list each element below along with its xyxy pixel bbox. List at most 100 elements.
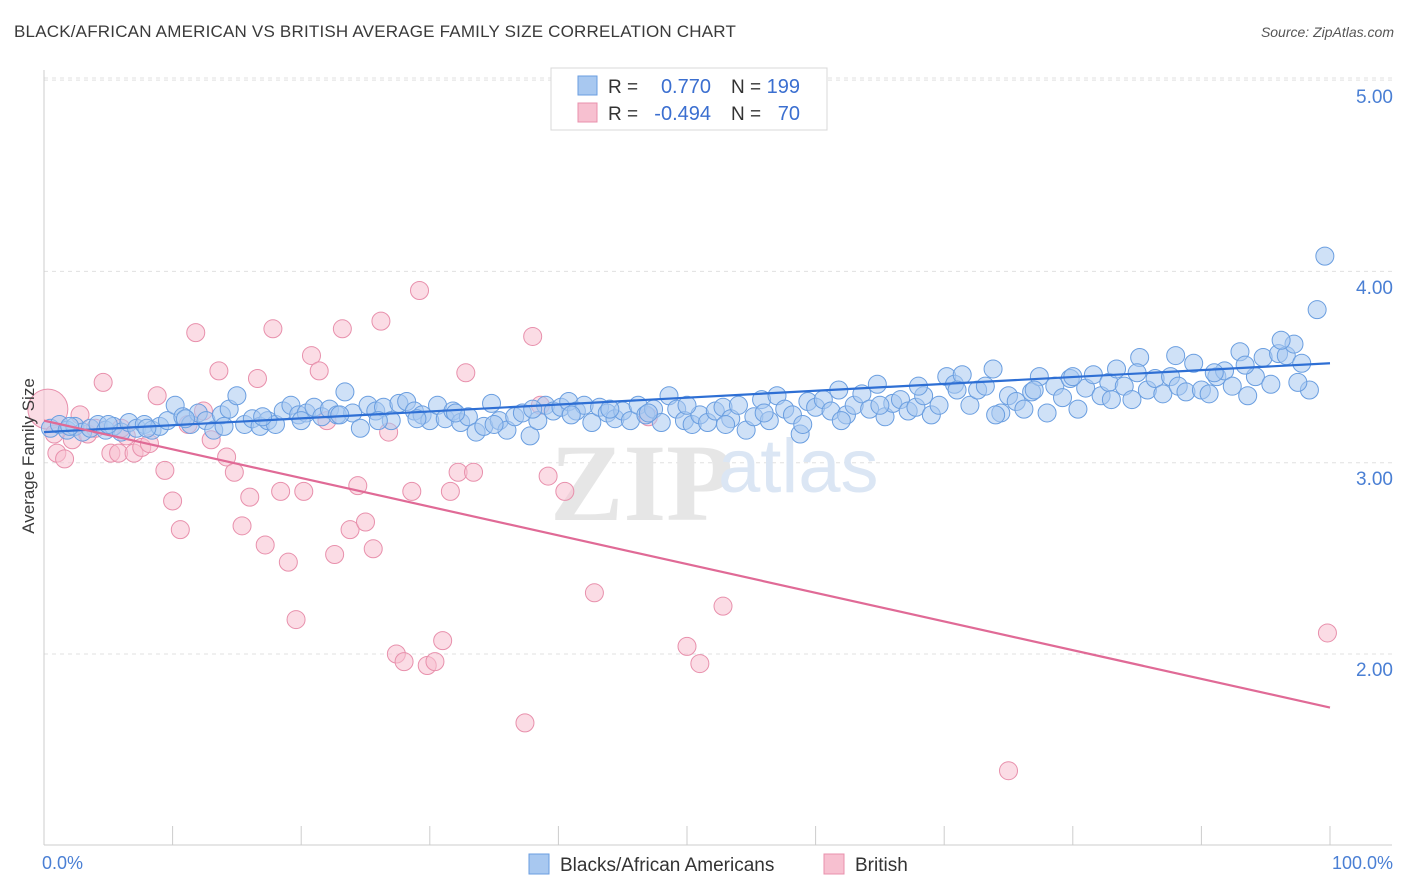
british-point bbox=[456, 363, 476, 383]
black-african-american-point bbox=[368, 411, 388, 431]
black-african-american-point bbox=[1307, 300, 1327, 320]
black-african-american-point bbox=[1037, 403, 1057, 423]
black-african-american-point bbox=[335, 382, 355, 402]
legend-n-value-1: 199 bbox=[767, 76, 800, 98]
y-tick-4: 4.00 bbox=[1356, 278, 1393, 299]
british-point bbox=[363, 539, 383, 559]
british-point bbox=[271, 481, 291, 501]
legend-n-label-1: N = bbox=[731, 77, 761, 98]
y-axis-label: Average Family Size bbox=[19, 378, 38, 534]
british-point bbox=[93, 372, 113, 392]
black-african-american-point bbox=[1014, 399, 1034, 419]
black-african-american-point bbox=[960, 395, 980, 415]
black-african-american-point bbox=[1238, 386, 1258, 406]
british-point bbox=[186, 323, 206, 343]
black-african-american-point bbox=[137, 418, 157, 438]
british-point bbox=[278, 552, 298, 572]
black-african-american-point bbox=[1204, 363, 1224, 383]
british-point bbox=[170, 520, 190, 540]
british-point bbox=[55, 449, 75, 469]
black-african-american-point bbox=[1288, 372, 1308, 392]
black-african-american-point bbox=[214, 416, 234, 436]
series-legend: Blacks/African Americans British bbox=[528, 853, 908, 876]
black-african-american-point bbox=[1235, 355, 1255, 375]
bottom-legend-label-pink: British bbox=[855, 855, 908, 876]
british-point bbox=[371, 311, 391, 331]
british-point bbox=[425, 652, 445, 672]
chart-title: BLACK/AFRICAN AMERICAN VS BRITISH AVERAG… bbox=[14, 22, 737, 41]
legend-n-value-2: 70 bbox=[778, 103, 800, 125]
british-point bbox=[1317, 623, 1337, 643]
chart-source: Source: ZipAtlas.com bbox=[1260, 24, 1394, 40]
british-point bbox=[690, 654, 710, 674]
black-african-american-point bbox=[831, 411, 851, 431]
black-african-american-point bbox=[98, 414, 118, 434]
british-point bbox=[247, 369, 267, 389]
black-african-american-point bbox=[1053, 388, 1073, 408]
black-african-american-point bbox=[582, 413, 602, 433]
black-african-american-point bbox=[482, 393, 502, 413]
black-african-american-point bbox=[677, 395, 697, 415]
black-african-american-point bbox=[975, 376, 995, 396]
british-point bbox=[340, 520, 360, 540]
british-point bbox=[440, 481, 460, 501]
british-point bbox=[677, 636, 697, 656]
british-point bbox=[402, 481, 422, 501]
black-african-american-point bbox=[253, 407, 273, 427]
black-african-american-point bbox=[728, 395, 748, 415]
black-african-american-point bbox=[638, 403, 658, 423]
british-point bbox=[555, 481, 575, 501]
black-african-american-point bbox=[983, 359, 1003, 379]
british-point bbox=[332, 319, 352, 339]
y-tick-labels: 2.00 3.00 4.00 5.00 bbox=[1356, 87, 1393, 681]
y-tick-2: 2.00 bbox=[1356, 660, 1393, 681]
x-tick-100: 100.0% bbox=[1332, 853, 1393, 873]
black-african-american-point bbox=[1024, 380, 1044, 400]
legend-r-value-1: 0.770 bbox=[661, 76, 711, 98]
legend-r-value-2: -0.494 bbox=[654, 103, 711, 125]
black-african-american-point bbox=[793, 414, 813, 434]
black-african-american-point bbox=[350, 418, 370, 438]
black-african-american-point bbox=[1166, 346, 1186, 366]
black-african-american-point bbox=[407, 409, 427, 429]
british-point bbox=[394, 652, 414, 672]
british-point bbox=[523, 326, 543, 346]
british-point bbox=[515, 713, 535, 733]
british-point bbox=[286, 610, 306, 630]
british-point bbox=[155, 460, 175, 480]
british-point bbox=[309, 361, 329, 381]
bottom-legend-swatch-pink bbox=[823, 853, 845, 875]
black-african-american-point bbox=[1315, 246, 1335, 266]
black-african-american-point bbox=[651, 413, 671, 433]
british-point bbox=[263, 319, 283, 339]
british-point bbox=[224, 462, 244, 482]
black-african-american-point bbox=[1153, 384, 1173, 404]
black-african-american-point bbox=[1292, 353, 1312, 373]
black-african-american-point bbox=[520, 426, 540, 446]
y-tick-3: 3.00 bbox=[1356, 469, 1393, 490]
british-point bbox=[240, 487, 260, 507]
black-african-american-point bbox=[1068, 399, 1088, 419]
black-african-american-point bbox=[716, 414, 736, 434]
black-african-american-point bbox=[1184, 353, 1204, 373]
bottom-legend-swatch-blue bbox=[528, 853, 550, 875]
black-african-american-point bbox=[523, 399, 543, 419]
watermark-zip: ZIP bbox=[550, 422, 733, 544]
pink-trend-line bbox=[43, 419, 1331, 709]
british-point bbox=[999, 761, 1018, 781]
black-african-american-point bbox=[754, 403, 774, 423]
x-tick-0: 0.0% bbox=[42, 853, 83, 873]
black-african-american-point bbox=[227, 386, 247, 406]
british-point bbox=[433, 631, 453, 651]
legend-swatch-blue bbox=[577, 75, 598, 96]
british-point bbox=[163, 491, 183, 511]
black-african-american-point bbox=[561, 405, 581, 425]
correlation-legend: R = 0.770 N = 199 R = -0.494 N = 70 bbox=[550, 67, 828, 131]
blue-trend-line bbox=[43, 362, 1331, 434]
british-point bbox=[713, 596, 733, 616]
legend-swatch-pink bbox=[577, 102, 598, 123]
black-african-american-point bbox=[1261, 374, 1281, 394]
black-african-american-point bbox=[929, 395, 949, 415]
black-african-american-point bbox=[291, 411, 311, 431]
